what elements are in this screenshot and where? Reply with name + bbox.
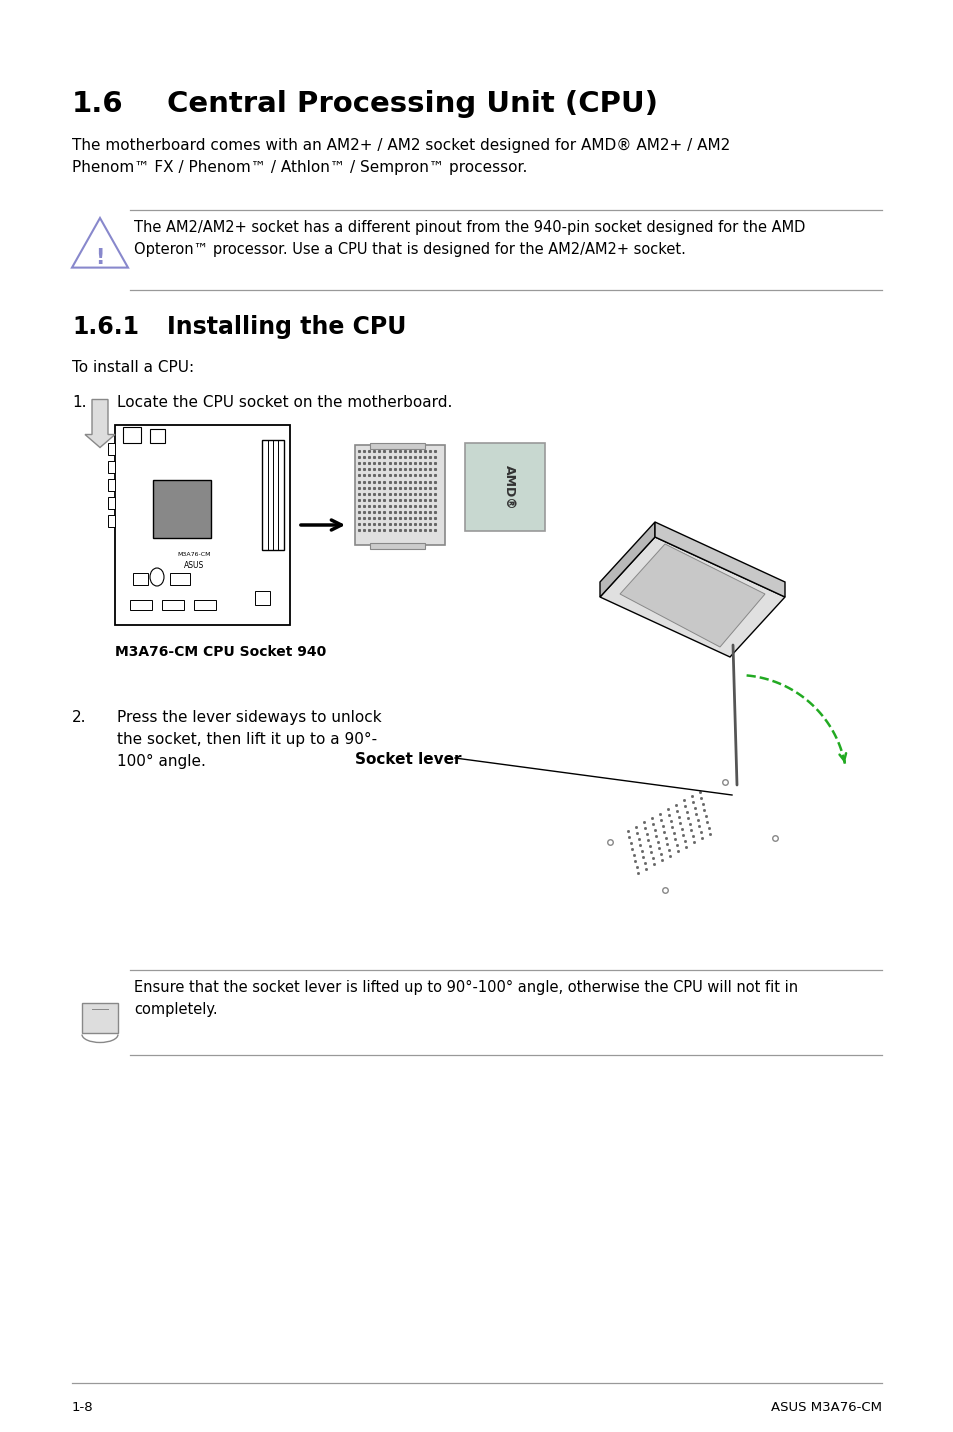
Bar — [162, 600, 184, 610]
Bar — [108, 461, 115, 473]
Text: 2.: 2. — [71, 710, 87, 725]
Text: Ensure that the socket lever is lifted up to 90°-100° angle, otherwise the CPU w: Ensure that the socket lever is lifted u… — [133, 979, 798, 1017]
Bar — [82, 1002, 118, 1032]
Text: Socket lever: Socket lever — [355, 752, 461, 768]
Text: To install a CPU:: To install a CPU: — [71, 359, 193, 375]
Bar — [355, 445, 444, 546]
Text: Installing the CPU: Installing the CPU — [167, 315, 406, 339]
Bar — [370, 543, 424, 548]
Bar — [262, 440, 284, 550]
Polygon shape — [619, 544, 764, 647]
Bar — [123, 427, 141, 442]
Bar — [108, 516, 115, 527]
Bar — [370, 442, 424, 450]
Polygon shape — [599, 537, 784, 657]
Bar — [132, 573, 148, 586]
Text: Locate the CPU socket on the motherboard.: Locate the CPU socket on the motherboard… — [117, 395, 452, 410]
Bar — [108, 478, 115, 491]
Bar — [108, 497, 115, 508]
Text: Press the lever sideways to unlock
the socket, then lift it up to a 90°-
100° an: Press the lever sideways to unlock the s… — [117, 710, 381, 769]
Text: AMD®: AMD® — [502, 464, 515, 510]
Text: The AM2/AM2+ socket has a different pinout from the 940-pin socket designed for : The AM2/AM2+ socket has a different pino… — [133, 221, 804, 256]
Bar — [254, 591, 270, 604]
Text: 1-8: 1-8 — [71, 1400, 93, 1413]
Bar — [150, 430, 165, 442]
Text: !: ! — [95, 248, 105, 268]
Bar — [108, 442, 115, 455]
Text: M3A76-CM: M3A76-CM — [177, 553, 211, 557]
Text: The motherboard comes with an AM2+ / AM2 socket designed for AMD® AM2+ / AM2
Phe: The motherboard comes with an AM2+ / AM2… — [71, 137, 729, 175]
Polygon shape — [599, 523, 655, 597]
Text: ASUS M3A76-CM: ASUS M3A76-CM — [770, 1400, 882, 1413]
Bar — [170, 573, 190, 586]
Bar — [152, 480, 211, 538]
Bar — [115, 425, 290, 624]
Text: 1.6.1: 1.6.1 — [71, 315, 139, 339]
Text: 1.6: 1.6 — [71, 90, 124, 117]
Bar — [130, 600, 152, 610]
Polygon shape — [85, 400, 115, 447]
Bar — [193, 600, 215, 610]
Text: ASUS: ASUS — [184, 560, 204, 570]
Text: 1.: 1. — [71, 395, 87, 410]
Bar — [464, 442, 544, 531]
Text: M3A76-CM CPU Socket 940: M3A76-CM CPU Socket 940 — [115, 644, 326, 659]
Text: Central Processing Unit (CPU): Central Processing Unit (CPU) — [167, 90, 658, 117]
Polygon shape — [655, 523, 784, 597]
